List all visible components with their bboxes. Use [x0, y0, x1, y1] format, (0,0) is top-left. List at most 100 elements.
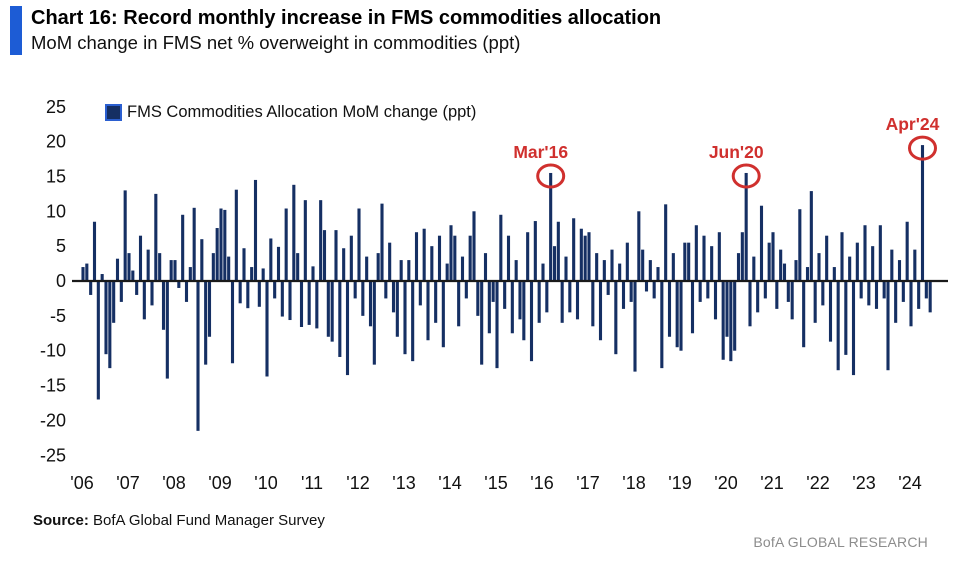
bar: [928, 281, 932, 313]
bar: [403, 281, 407, 355]
bar: [303, 200, 307, 281]
bar: [828, 281, 833, 342]
bar: [817, 253, 821, 281]
bar: [227, 256, 231, 281]
bar: [568, 281, 572, 313]
bar: [878, 225, 882, 281]
bar: [721, 281, 725, 360]
y-tick-label: 25: [46, 97, 66, 117]
bar: [150, 281, 154, 306]
x-tick-label: '14: [438, 473, 461, 493]
bar: [556, 221, 560, 281]
bar: [575, 281, 580, 320]
y-tick-label: -5: [50, 306, 66, 326]
bar: [200, 239, 204, 281]
x-tick-label: '18: [622, 473, 645, 493]
bar: [671, 253, 675, 281]
source-text: BofA Global Fund Manager Survey: [88, 512, 325, 529]
annotation-circle-icon: [908, 135, 937, 161]
bar: [181, 214, 185, 281]
bar: [460, 256, 465, 281]
bar: [265, 281, 269, 377]
y-tick-label: 5: [56, 236, 66, 256]
bar: [679, 281, 683, 351]
bar: [437, 235, 442, 281]
bar: [338, 281, 342, 357]
bar: [503, 281, 507, 309]
bar: [108, 281, 112, 369]
bar: [756, 281, 760, 313]
bar: [483, 253, 488, 281]
bar: [480, 281, 484, 365]
bar: [165, 281, 169, 379]
bar: [506, 235, 511, 281]
x-tick-label: '16: [530, 473, 553, 493]
bar: [771, 232, 775, 281]
bar: [526, 232, 530, 281]
y-tick-label: -15: [40, 376, 66, 396]
bar: [445, 263, 449, 281]
bar: [491, 281, 495, 302]
bar: [357, 208, 361, 281]
bar: [207, 281, 212, 337]
bar: [522, 281, 526, 341]
bar: [759, 205, 764, 281]
bar: [901, 281, 905, 302]
x-tick-label: '24: [898, 473, 921, 493]
bar: [399, 260, 403, 281]
bar: [92, 221, 97, 281]
bar: [307, 281, 311, 325]
bar: [736, 253, 741, 281]
bar: [495, 281, 499, 369]
bar: [702, 235, 706, 281]
bar: [844, 281, 848, 355]
bar: [790, 281, 794, 320]
bar: [472, 211, 476, 281]
source-prefix: Source:: [33, 512, 89, 529]
bar: [154, 193, 158, 282]
bar: [579, 228, 583, 281]
bar: [280, 281, 284, 317]
bar: [273, 281, 277, 299]
bar: [388, 242, 392, 281]
bar: [146, 249, 150, 281]
bar: [380, 203, 384, 281]
bar: [529, 281, 534, 362]
bar: [414, 232, 419, 281]
bar: [487, 281, 491, 334]
bar: [100, 274, 104, 281]
bar: [365, 256, 369, 281]
x-tick-label: '06: [70, 473, 93, 493]
bar: [230, 281, 235, 364]
x-tick-label: '19: [668, 473, 691, 493]
bar: [598, 281, 603, 341]
bar: [905, 221, 909, 281]
bar: [115, 258, 120, 281]
bar: [744, 172, 748, 281]
bar: [407, 260, 411, 281]
x-tick-label: '20: [714, 473, 737, 493]
bar: [740, 232, 744, 281]
source-line: Source: BofA Global Fund Manager Survey: [33, 512, 325, 529]
bar: [920, 145, 925, 281]
bar: [422, 228, 426, 281]
bar: [798, 209, 802, 281]
x-tick-label: '12: [346, 473, 369, 493]
bar: [552, 246, 557, 281]
bar: [809, 191, 813, 281]
bar: [821, 281, 825, 306]
bar: [476, 281, 480, 316]
annotation-label: Mar'16: [513, 142, 568, 162]
annotation-circle-icon: [731, 163, 761, 189]
bar: [315, 281, 319, 329]
bar: [395, 281, 399, 337]
bar: [537, 281, 541, 323]
bar: [411, 281, 415, 362]
x-tick-label: '09: [208, 473, 231, 493]
x-tick-label: '22: [806, 473, 829, 493]
annotation-label: Apr'24: [886, 114, 940, 134]
bar: [690, 281, 695, 334]
x-tick-label: '21: [760, 473, 783, 493]
bar: [253, 179, 258, 281]
bar-chart: 25 20 15 10 5 0 -5 -10 -15 -20 -25'06 '07 '08 '09 '10 '…: [40, 97, 948, 493]
